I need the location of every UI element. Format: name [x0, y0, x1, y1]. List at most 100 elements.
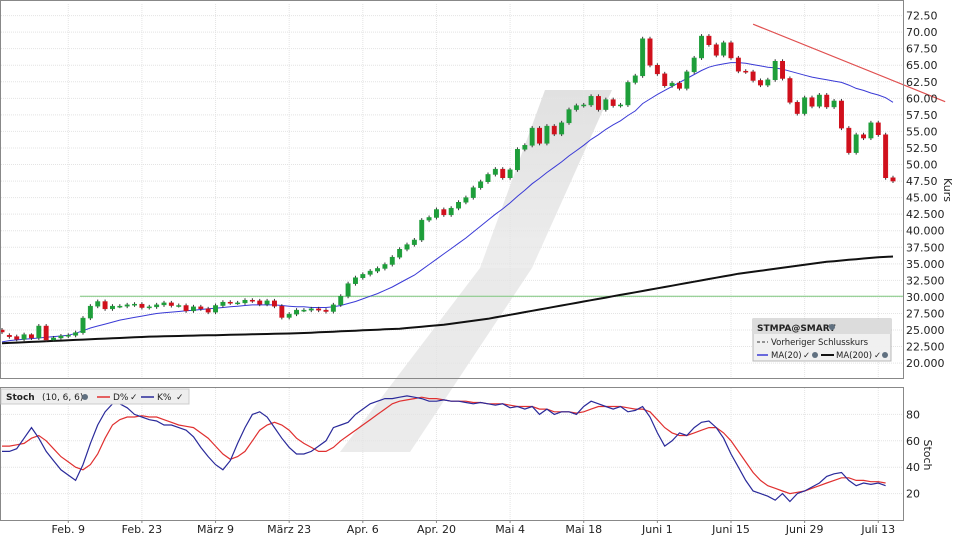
stoch-k-check: ✓ — [176, 393, 184, 403]
candle — [713, 42, 719, 58]
candle — [676, 81, 682, 91]
candle-body-up — [699, 35, 705, 59]
price-tick-label: 50.00 — [906, 159, 938, 172]
candle — [861, 132, 867, 141]
candle-body-up — [831, 100, 837, 108]
candle — [662, 71, 668, 88]
candle-body-up — [772, 61, 778, 81]
x-tick-label: Mai 18 — [565, 523, 602, 536]
candle — [301, 308, 307, 313]
candle — [875, 120, 881, 137]
candle-body-up — [190, 306, 196, 312]
candle — [581, 102, 587, 108]
candle — [831, 98, 837, 109]
candle — [787, 76, 793, 105]
candle-body-up — [360, 274, 366, 278]
candle-body-up — [132, 303, 138, 306]
price-tick-label: 22.500 — [906, 341, 945, 354]
x-tick-label: März 9 — [197, 523, 234, 536]
candle-body-down — [846, 127, 852, 153]
candle — [330, 302, 336, 314]
stoch-panel-frame — [0, 387, 904, 521]
candle-body-up — [470, 187, 476, 198]
candle — [308, 306, 314, 313]
candle — [772, 59, 778, 82]
candle — [80, 316, 86, 335]
candle-body-up — [573, 105, 579, 110]
candle-body-up — [544, 125, 550, 144]
candle-body-down — [102, 301, 108, 310]
price-tick-label: 72.50 — [906, 10, 938, 23]
candle-body-up — [618, 104, 624, 107]
candle — [382, 262, 388, 271]
candle-body-up — [109, 305, 115, 310]
x-tick-label: Feb. 9 — [52, 523, 85, 536]
candle — [28, 333, 34, 340]
price-tick-label: 67.50 — [906, 43, 938, 56]
candle — [6, 333, 12, 339]
candle — [154, 302, 160, 309]
candle-body-down — [757, 80, 763, 86]
candle — [816, 93, 822, 109]
candle-body-up — [389, 256, 395, 265]
candle-body-up — [375, 268, 381, 272]
candle-body-up — [124, 304, 130, 307]
candle — [124, 302, 130, 309]
price-tick-label: 52.50 — [906, 142, 938, 155]
stoch-tick-label: 20 — [906, 488, 920, 501]
candle-body-down — [861, 134, 867, 139]
candle-body-down — [6, 335, 12, 337]
candle — [654, 63, 660, 76]
candle-body-down — [257, 300, 263, 305]
candle-body-up — [632, 75, 638, 83]
candle — [721, 40, 727, 58]
candle — [780, 59, 786, 81]
price-tick-label: 70.00 — [906, 26, 938, 39]
candle-body-up — [301, 309, 307, 312]
stoch-title: Stoch — [6, 393, 35, 403]
price-panel-frame — [0, 0, 904, 379]
candle — [463, 195, 469, 205]
stoch-tick-label: 60 — [906, 435, 920, 448]
candle — [205, 306, 211, 315]
candle — [706, 34, 712, 47]
candle-body-up — [345, 283, 351, 297]
candle-body-up — [242, 299, 248, 304]
candle-body-down — [728, 42, 734, 59]
candle-body-up — [220, 301, 226, 306]
candle-body-up — [529, 127, 535, 146]
legend-ma200-label: MA(200) — [836, 351, 872, 361]
candle — [757, 78, 763, 88]
candle — [824, 93, 830, 109]
candle — [426, 215, 432, 223]
candle — [36, 324, 42, 340]
candle-body-down — [787, 78, 793, 103]
candle — [43, 324, 49, 342]
stoch-d-check: ✓ — [130, 393, 138, 403]
candle-body-up — [522, 145, 528, 150]
x-tick-label: Juni 1 — [641, 523, 673, 536]
candle-body-down — [279, 305, 285, 318]
candle — [735, 55, 741, 74]
candle-body-down — [780, 61, 786, 79]
candle-body-up — [684, 71, 690, 89]
candle — [249, 298, 255, 303]
candle — [588, 94, 594, 107]
price-tick-label: 47.50 — [906, 175, 938, 188]
candle-body-down — [28, 334, 34, 339]
candle — [316, 306, 322, 313]
candle-body-up — [382, 264, 388, 269]
price-tick-label: 32.500 — [906, 274, 945, 287]
candle-body-up — [80, 317, 86, 333]
legend-symbol: STMPA@SMART — [757, 324, 836, 334]
candle-body-up — [868, 122, 874, 139]
candle — [323, 308, 329, 314]
candle-body-down — [713, 44, 719, 56]
candle-body-up — [433, 209, 439, 218]
candle — [73, 330, 79, 338]
candle-body-down — [323, 309, 329, 312]
candle-body-up — [286, 313, 292, 318]
candle — [500, 167, 506, 180]
